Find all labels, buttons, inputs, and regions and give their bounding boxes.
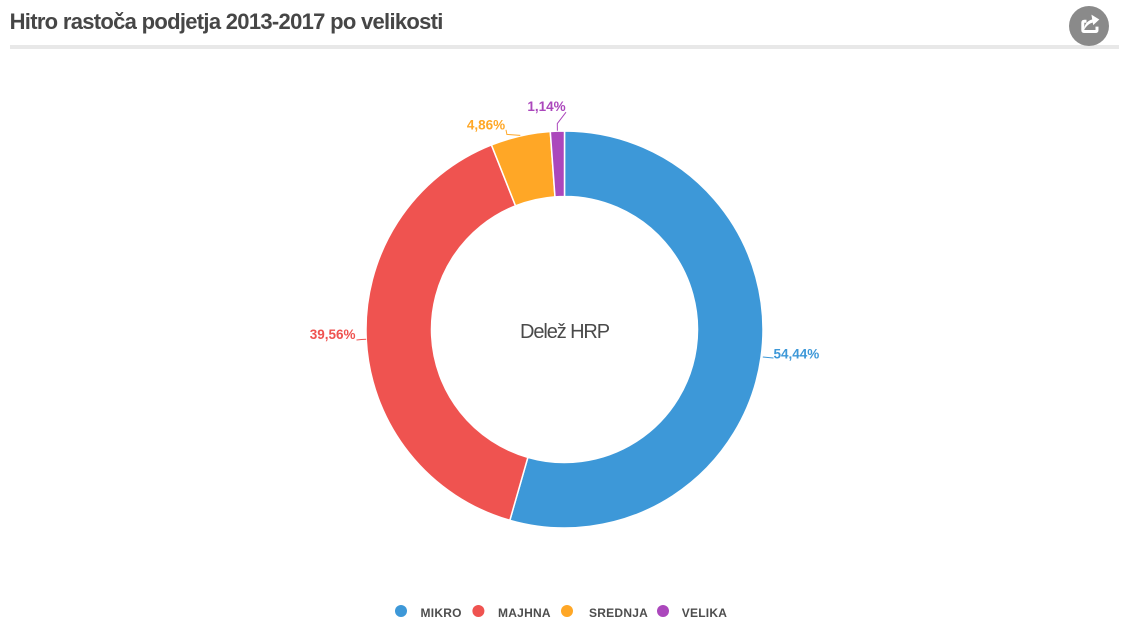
svg-text:VELIKA: VELIKA	[682, 606, 728, 620]
svg-text:1,14%: 1,14%	[527, 99, 565, 114]
svg-text:54,44%: 54,44%	[774, 347, 820, 362]
svg-text:4,86%: 4,86%	[467, 117, 505, 132]
svg-text:MIKRO: MIKRO	[421, 606, 462, 620]
svg-text:SREDNJA: SREDNJA	[589, 606, 648, 620]
svg-text:Delež HRP: Delež HRP	[520, 321, 610, 343]
svg-text:39,56%: 39,56%	[310, 327, 356, 342]
svg-text:MAJHNA: MAJHNA	[498, 606, 551, 620]
